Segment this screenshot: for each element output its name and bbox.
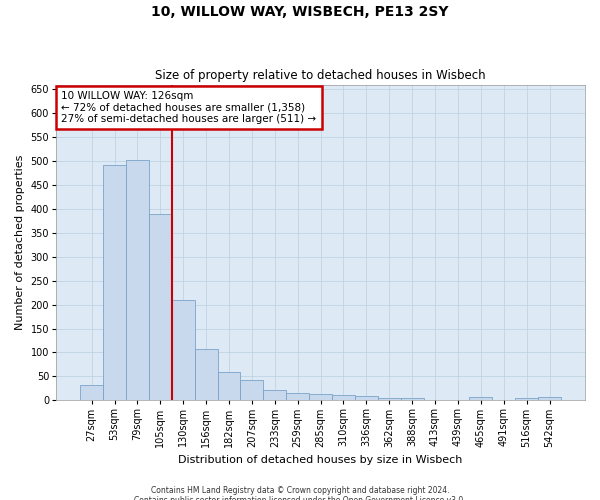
Bar xyxy=(194,348,218,401)
Bar xyxy=(309,394,332,400)
Bar xyxy=(80,384,103,400)
Bar xyxy=(378,398,401,400)
Text: Contains HM Land Registry data © Crown copyright and database right 2024.: Contains HM Land Registry data © Crown c… xyxy=(151,486,449,495)
Text: 10, WILLOW WAY, WISBECH, PE13 2SY: 10, WILLOW WAY, WISBECH, PE13 2SY xyxy=(151,5,449,19)
Bar xyxy=(263,390,286,400)
Bar xyxy=(469,398,492,400)
Bar xyxy=(286,392,309,400)
Bar xyxy=(355,396,378,400)
Bar xyxy=(241,380,263,400)
Bar xyxy=(332,394,355,400)
Bar xyxy=(126,160,149,400)
X-axis label: Distribution of detached houses by size in Wisbech: Distribution of detached houses by size … xyxy=(178,455,463,465)
Bar xyxy=(218,372,241,400)
Y-axis label: Number of detached properties: Number of detached properties xyxy=(15,155,25,330)
Bar xyxy=(515,398,538,400)
Bar xyxy=(172,300,194,400)
Bar xyxy=(103,165,126,400)
Bar xyxy=(149,214,172,400)
Title: Size of property relative to detached houses in Wisbech: Size of property relative to detached ho… xyxy=(155,69,486,82)
Text: Contains public sector information licensed under the Open Government Licence v3: Contains public sector information licen… xyxy=(134,496,466,500)
Text: 10 WILLOW WAY: 126sqm
← 72% of detached houses are smaller (1,358)
27% of semi-d: 10 WILLOW WAY: 126sqm ← 72% of detached … xyxy=(61,91,317,124)
Bar xyxy=(401,398,424,400)
Bar xyxy=(538,398,561,400)
